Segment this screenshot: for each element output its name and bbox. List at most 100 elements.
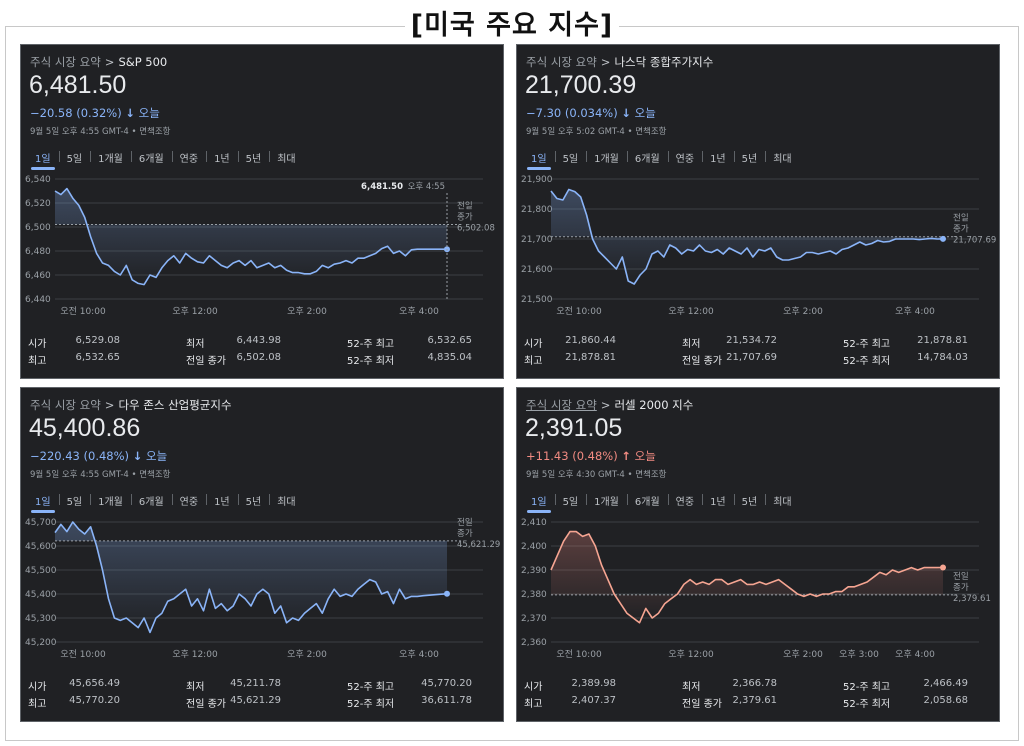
breadcrumb-separator-icon: > [600, 398, 611, 412]
tab-range-1[interactable]: 5일 [58, 148, 91, 170]
stat-value: 45,770.20 [421, 678, 472, 689]
stat-label: 최고 [524, 699, 543, 710]
x-tick-label: 오후 12:00 [172, 306, 218, 317]
stat-label: 52-주 최저 [347, 356, 395, 367]
stat-value: 2,379.61 [732, 695, 777, 706]
index-panel-dow: 주식 시장 요약 > 다우 존스 산업평균지수 45,400.86 −220.43 (0… [20, 387, 504, 722]
stat-label: 시가 [28, 339, 47, 350]
index-panel-sp500: 주식 시장 요약 > S&P 500 6,481.50 −20.58 (0.32%) ↓… [20, 44, 504, 379]
breadcrumb-root-link[interactable]: 주식 시장 요약 [526, 398, 597, 412]
x-tick-label: 오후 2:00 [783, 306, 823, 317]
breadcrumb-separator-icon: > [104, 55, 115, 69]
breadcrumb-root-link[interactable]: 주식 시장 요약 [526, 55, 597, 69]
breadcrumb-root-link[interactable]: 주식 시장 요약 [30, 398, 101, 412]
y-tick-label: 6,440 [25, 295, 51, 305]
timestamp-disclaimer: 9월 5일 오후 4:55 GMT-4 • 면책조항 [30, 127, 171, 137]
y-tick-label: 45,700 [25, 518, 57, 528]
tab-range-6[interactable]: 5년 [237, 148, 270, 170]
tab-range-4[interactable]: 연중 [171, 148, 206, 170]
index-panel-russell: 주식 시장 요약 > 러셀 2000 지수 2,391.05 +11.43 (0.48%… [516, 387, 1000, 722]
price-line [54, 187, 447, 286]
index-name: 나스닥 종합주가지수 [614, 55, 714, 69]
stats-row: 시가 6,529.08 최저 6,443.98 52-주 최고 6,532.65 [21, 335, 503, 350]
prev-close-label: 6,502.08 [457, 224, 495, 234]
tab-range-2[interactable]: 1개월 [90, 148, 131, 170]
tab-range-1[interactable]: 5일 [554, 491, 587, 513]
y-tick-label: 45,500 [25, 566, 57, 576]
breadcrumb: 주식 시장 요약 > S&P 500 [30, 54, 167, 70]
tab-range-4[interactable]: 연중 [667, 148, 702, 170]
prev-close-label: 21,707.69 [953, 236, 996, 246]
last-price-marker [940, 564, 946, 571]
x-tick-label: 오전 10:00 [60, 306, 106, 317]
tab-range-3[interactable]: 6개월 [626, 491, 668, 513]
stat-label: 최저 [186, 339, 205, 350]
tab-range-3[interactable]: 6개월 [130, 148, 172, 170]
tab-range-0[interactable]: 1일 [27, 491, 59, 513]
last-price-marker [444, 590, 450, 597]
range-tabs: 1일 5일 1개월 6개월 연중 1년 5년 최대 [523, 491, 800, 513]
timestamp-disclaimer: 9월 5일 오후 4:55 GMT-4 • 면책조항 [30, 470, 171, 480]
tab-range-1[interactable]: 5일 [554, 148, 587, 170]
change-value: −20.58 (0.32%) [30, 106, 126, 120]
stat-label: 최고 [28, 699, 47, 710]
tab-range-4[interactable]: 연중 [667, 491, 702, 513]
y-tick-label: 21,900 [521, 175, 553, 185]
range-tabs: 1일 5일 1개월 6개월 연중 1년 5년 최대 [523, 148, 800, 170]
tab-range-1[interactable]: 5일 [58, 491, 91, 513]
price-line [54, 521, 448, 634]
price-chart[interactable]: 2,410 2,400 2,390 2,380 2,370 2,360 오전 10:00 오후… [517, 512, 1000, 672]
arrow-down-icon: ↓ [621, 106, 632, 120]
prev-close-label: 전일 [953, 571, 969, 582]
prev-close-label: 종가 [953, 225, 969, 235]
tab-range-2[interactable]: 1개월 [586, 148, 627, 170]
stat-label: 전일 종가 [682, 699, 722, 710]
arrow-up-icon: ↑ [621, 449, 632, 463]
tab-range-5[interactable]: 1년 [206, 148, 238, 170]
tab-range-6[interactable]: 5년 [237, 491, 270, 513]
breadcrumb-root-link[interactable]: 주식 시장 요약 [30, 55, 101, 69]
stats-row: 시가 21,860.44 최저 21,534.72 52-주 최고 21,878.81 [517, 335, 999, 350]
stats-row: 시가 2,389.98 최저 2,366.78 52-주 최고 2,466.49 [517, 678, 999, 693]
x-tick-label: 오후 4:00 [399, 306, 439, 317]
stat-value: 6,502.08 [236, 352, 281, 363]
stat-label: 52-주 최고 [347, 339, 395, 350]
prev-close-label: 종가 [953, 583, 969, 593]
tab-range-0[interactable]: 1일 [523, 491, 555, 513]
change-value: −220.43 (0.48%) [30, 449, 133, 463]
tab-range-7[interactable]: 최대 [269, 491, 303, 513]
tab-range-7[interactable]: 최대 [765, 148, 799, 170]
stat-label: 최저 [682, 682, 701, 693]
y-tick-label: 6,500 [25, 223, 51, 233]
x-tick-label: 오후 12:00 [668, 306, 714, 317]
tab-range-3[interactable]: 6개월 [130, 491, 172, 513]
tab-range-2[interactable]: 1개월 [90, 491, 131, 513]
tab-range-0[interactable]: 1일 [523, 148, 555, 170]
x-tick-label: 오후 2:00 [287, 306, 327, 317]
prev-close-label: 종가 [457, 213, 473, 223]
stat-value: 2,389.98 [571, 678, 616, 689]
breadcrumb: 주식 시장 요약 > 러셀 2000 지수 [526, 397, 693, 413]
tab-range-2[interactable]: 1개월 [586, 491, 627, 513]
y-tick-label: 21,700 [521, 235, 553, 245]
price-chart[interactable]: 6,540 6,520 6,500 6,480 6,460 6,440 오전 10:00 오후… [21, 169, 504, 329]
tab-range-0[interactable]: 1일 [27, 148, 59, 170]
stat-label: 52-주 최고 [843, 682, 891, 693]
tab-range-7[interactable]: 최대 [269, 148, 303, 170]
price-line [550, 188, 944, 285]
tab-range-6[interactable]: 5년 [733, 148, 766, 170]
tab-range-5[interactable]: 1년 [702, 491, 734, 513]
tab-range-4[interactable]: 연중 [171, 491, 206, 513]
tab-range-7[interactable]: 최대 [765, 491, 799, 513]
stat-value: 6,532.65 [75, 352, 120, 363]
tab-range-5[interactable]: 1년 [702, 148, 734, 170]
y-tick-label: 2,390 [521, 566, 547, 576]
x-tick-label: 오전 10:00 [60, 649, 106, 660]
stat-value: 2,058.68 [923, 695, 968, 706]
tab-range-6[interactable]: 5년 [733, 491, 766, 513]
x-tick-label: 오후 12:00 [668, 649, 714, 660]
tab-range-5[interactable]: 1년 [206, 491, 238, 513]
tab-range-3[interactable]: 6개월 [626, 148, 668, 170]
